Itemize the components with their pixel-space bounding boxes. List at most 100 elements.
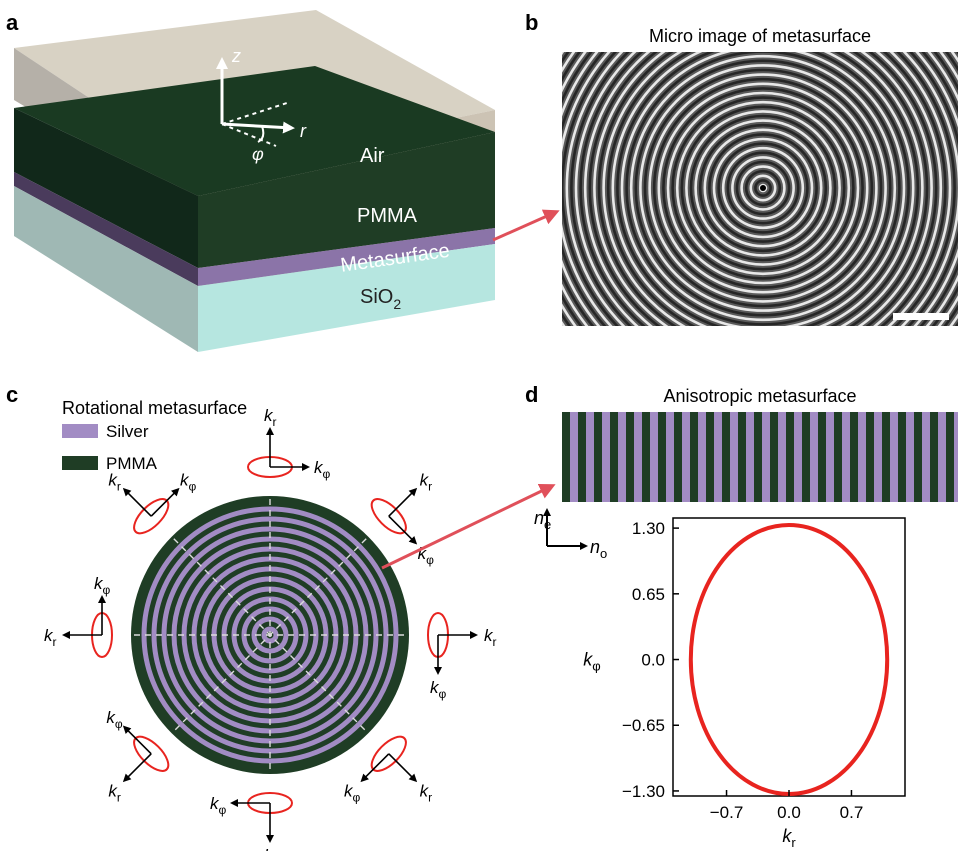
micro-ring <box>620 52 906 326</box>
k-phi-label: kφ <box>344 782 361 805</box>
micro-ring <box>685 110 841 266</box>
x-tick-label: 0.0 <box>777 803 801 822</box>
stripe <box>866 412 874 502</box>
stripe <box>930 412 938 502</box>
rotational-disk-dashes <box>134 499 406 771</box>
micro-ring <box>731 156 795 220</box>
micro-ring <box>616 52 910 326</box>
stripe <box>618 412 626 502</box>
stripe <box>794 412 802 502</box>
micro-image-rings <box>562 52 958 326</box>
micro-ring <box>754 179 772 197</box>
micro-ring <box>652 77 874 299</box>
stripe <box>834 412 842 502</box>
stripe <box>890 412 898 502</box>
k-r-label: kr <box>420 782 433 805</box>
k-r-label: kr <box>264 406 277 429</box>
axis-dashed-2 <box>221 123 277 147</box>
disk-silver-ring <box>261 626 279 644</box>
micro-ring <box>611 52 915 326</box>
k-r-arrow <box>388 487 418 517</box>
pmma-front-face <box>198 132 495 268</box>
k-r-arrow <box>388 753 418 783</box>
k-phi-label: kφ <box>314 458 331 481</box>
k-r-label: kr <box>108 782 121 805</box>
micro-ring <box>726 151 800 225</box>
stripe <box>714 412 722 502</box>
k-phi-label: kφ <box>106 708 123 731</box>
glass-left-face <box>14 186 198 352</box>
k-r-arrow <box>122 753 152 783</box>
disk-silver-ring <box>141 506 399 764</box>
stripe <box>570 412 578 502</box>
stripe <box>706 412 714 502</box>
k-r-label: kr <box>264 846 277 851</box>
micro-ring <box>562 52 958 326</box>
k-vector-glyph: kr kφ <box>247 406 331 481</box>
k-phi-arrow <box>122 725 152 755</box>
stripe <box>826 412 834 502</box>
arrow-a-to-b <box>492 209 560 242</box>
legend-silver-swatch <box>62 424 98 438</box>
z-label: z <box>231 46 241 66</box>
air-label: Air <box>360 145 385 167</box>
micro-ring <box>662 87 864 289</box>
micro-ring <box>689 114 837 262</box>
y-tick-label: 0.0 <box>641 651 665 670</box>
y-tick-label: 1.30 <box>632 519 665 538</box>
k-phi-label: kφ <box>94 574 111 597</box>
stripe <box>906 412 914 502</box>
micro-ring <box>579 52 947 326</box>
stripe <box>690 412 698 502</box>
stripe <box>562 412 570 502</box>
phi-label: φ <box>252 144 264 164</box>
stripe <box>850 412 858 502</box>
micro-ring <box>740 165 786 211</box>
micro-ring <box>698 123 828 253</box>
panel-d-letter: d <box>525 382 538 407</box>
y-ticks: −1.30 −0.65 0.0 0.65 1.30 <box>622 519 679 801</box>
pmma-top-face <box>14 66 495 196</box>
stripe <box>698 412 706 502</box>
plot-frame <box>672 517 906 797</box>
stripe <box>762 412 770 502</box>
micro-ring <box>657 82 869 294</box>
stripe <box>778 412 786 502</box>
stripe <box>922 412 930 502</box>
stripe <box>722 412 730 502</box>
pmma-left-face <box>14 108 198 268</box>
stripe <box>810 412 818 502</box>
micro-ring <box>634 59 892 317</box>
panel-d-title: Anisotropic metasurface <box>663 386 856 406</box>
stripe <box>602 412 610 502</box>
micro-ring <box>735 160 791 216</box>
k-phi-label: kφ <box>430 678 447 701</box>
stripe <box>874 412 882 502</box>
stripe <box>738 412 746 502</box>
stripe <box>914 412 922 502</box>
stripe <box>754 412 762 502</box>
legend-silver-label: Silver <box>106 422 149 441</box>
micro-ring <box>583 52 943 326</box>
k-phi-arrow <box>360 753 390 783</box>
ne-label: ne <box>534 508 551 532</box>
metasurface-front-face <box>198 228 495 286</box>
micro-ring <box>643 68 883 308</box>
panel-b: b Micro image of metasurface <box>525 10 958 326</box>
stripe <box>666 412 674 502</box>
stripe <box>946 412 954 502</box>
micro-ring <box>680 105 846 271</box>
micro-ring <box>694 119 832 257</box>
scale-bar <box>893 313 949 320</box>
r-axis <box>221 121 295 134</box>
k-r-arrow <box>122 487 152 517</box>
phi-arc <box>257 125 265 143</box>
glass-front-face <box>198 244 495 352</box>
dispersion-ellipse <box>688 523 890 796</box>
stripe <box>578 412 586 502</box>
k-phi-arrow <box>150 487 180 517</box>
